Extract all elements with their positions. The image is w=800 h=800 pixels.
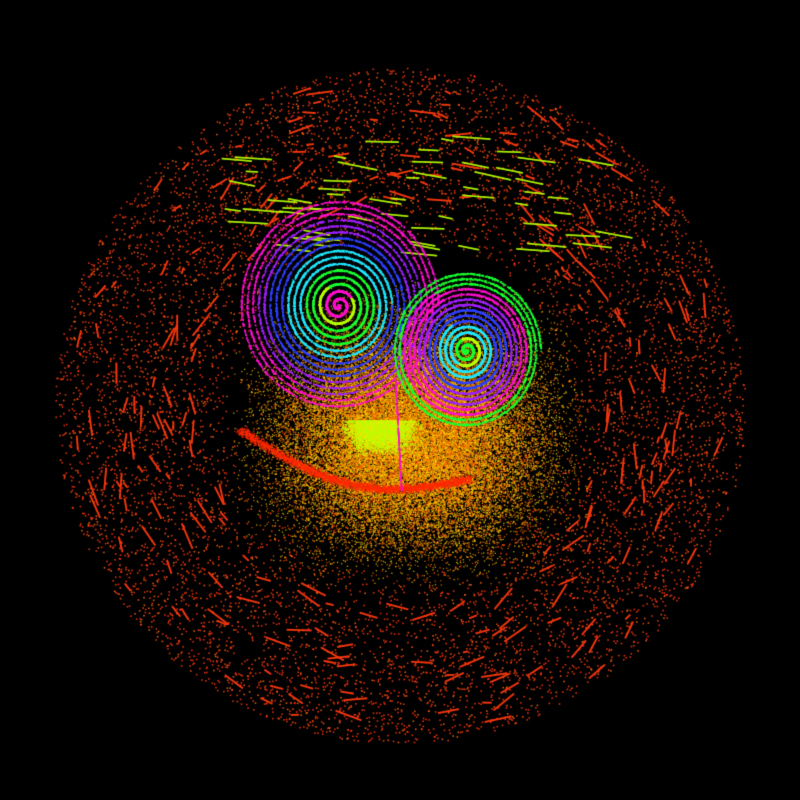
attractor-canvas — [0, 0, 800, 800]
attractor-scene — [0, 0, 800, 800]
